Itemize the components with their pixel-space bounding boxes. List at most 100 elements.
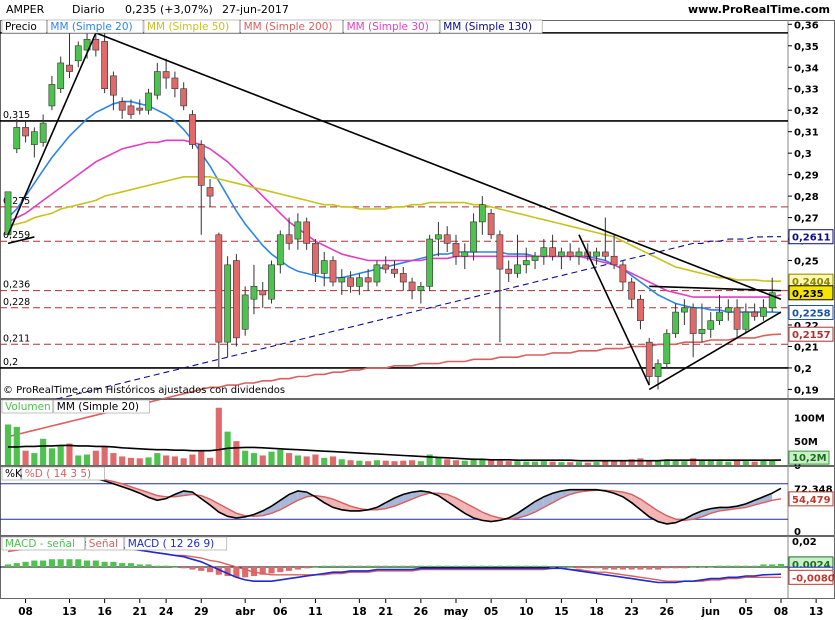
macd-axis-label: 0,02 [792, 537, 817, 548]
macd-histogram-bar [452, 565, 460, 567]
candle-body [531, 255, 539, 261]
stochastic-fill [210, 499, 219, 513]
x-axis-label: 13 [809, 606, 824, 618]
x-axis-label: 18 [352, 606, 367, 618]
macd-axis-label: 0,0024 [792, 560, 831, 571]
date-label: 27-jun-2017 [222, 3, 289, 16]
macd-histogram-bar [110, 561, 117, 567]
volume-bar [136, 458, 143, 465]
macd-histogram-bar [303, 567, 310, 569]
volume-bar [4, 424, 12, 465]
price-legend-box [343, 19, 440, 34]
stochastic-badge [788, 491, 834, 507]
macd-histogram-bar [171, 567, 178, 568]
candle-body [250, 286, 258, 300]
trendline [578, 234, 650, 386]
volume-bar [575, 462, 583, 465]
volume-legend-label: Volumen [5, 401, 51, 413]
candle-body [417, 286, 425, 291]
macd-histogram-bar [75, 559, 82, 567]
macd-legend-label: Señal [89, 538, 118, 550]
candle-body [672, 311, 679, 334]
macd-histogram-bar [558, 567, 565, 568]
candle-body [224, 264, 231, 343]
macd-histogram-bar [215, 567, 222, 575]
macd-legend-box [124, 536, 228, 551]
volume-bar [488, 460, 495, 465]
price-axis-label: 0,36 [794, 20, 819, 31]
level-label: 0,2 [3, 357, 18, 368]
volume-bar [523, 461, 530, 465]
volume-bar [233, 441, 240, 465]
candle-body [373, 264, 381, 283]
macd-histogram-bar [769, 564, 776, 567]
volume-bar [119, 456, 126, 465]
stochastic-axis-label: 72,348 [794, 484, 833, 495]
volume-bar [101, 446, 108, 465]
x-axis-label: 24 [159, 606, 174, 618]
macd-histogram-bar [690, 567, 697, 568]
price-legend-label: MM (Simple 200) [244, 21, 333, 33]
candle-body [303, 221, 311, 244]
macd-legend-label: MACD - señal [5, 538, 75, 550]
x-axis-label: 26 [659, 606, 674, 618]
volume-bar [198, 450, 205, 465]
macd-histogram-bar [549, 567, 556, 568]
candle-body [382, 264, 390, 270]
candle-body [733, 307, 741, 330]
macd-histogram-bar [286, 567, 293, 571]
volume-bar [742, 461, 749, 465]
candle-body [610, 255, 618, 266]
volume-bar [154, 453, 161, 465]
candle-body [408, 281, 416, 291]
volume-badge-label: 10,2M [792, 453, 827, 464]
macd-histogram-bar [461, 565, 468, 567]
macd-histogram-bar [277, 567, 284, 573]
trendline [649, 285, 782, 292]
level-label: 0,236 [3, 280, 30, 291]
macd-histogram-bar [496, 565, 503, 567]
volume-bar [321, 457, 328, 465]
trendline [7, 32, 97, 236]
volume-bar [619, 460, 626, 465]
macd-histogram-bar [101, 561, 108, 567]
candle-body [637, 298, 644, 321]
candle-body [364, 277, 372, 283]
macd-histogram-bar [31, 560, 38, 567]
volume-bar [672, 460, 679, 465]
macd-histogram-bar [417, 565, 424, 567]
stochastic-axis-label: 54,479 [792, 495, 831, 506]
volume-bar [602, 461, 609, 465]
candle-body [645, 341, 653, 377]
period-label: Diario [72, 3, 105, 16]
stochastic-legend-box [1, 466, 22, 481]
stochastic-fill [473, 507, 483, 521]
macd-histogram-bar [198, 567, 205, 571]
candle-body [180, 88, 188, 107]
volume-bar [268, 451, 275, 465]
volume-bar [698, 460, 706, 465]
copyright-footer: © ProRealTime.com Históricos ajustados c… [3, 384, 285, 396]
volume-ma-line [8, 444, 782, 462]
volume-bar [567, 462, 574, 465]
volume-bar [734, 460, 741, 465]
macd-histogram-bar [505, 565, 512, 567]
volume-bar [373, 460, 381, 465]
volume-bar [48, 448, 55, 465]
macd-histogram-bar [242, 567, 249, 578]
candle-body [478, 204, 486, 223]
candle-body [48, 84, 56, 107]
price-legend-box [143, 19, 240, 34]
candle-body [628, 281, 636, 300]
volume-bar [215, 407, 222, 465]
x-axis-label: 18 [589, 606, 604, 618]
volume-bar [75, 455, 82, 465]
value-badge [788, 305, 834, 321]
macd-histogram-bar [646, 567, 653, 570]
macd-histogram-bar [391, 565, 398, 567]
candle-body [57, 62, 65, 90]
x-axis-label: 23 [624, 606, 639, 618]
candle-body [30, 131, 38, 145]
macd-histogram-bar [163, 565, 170, 567]
